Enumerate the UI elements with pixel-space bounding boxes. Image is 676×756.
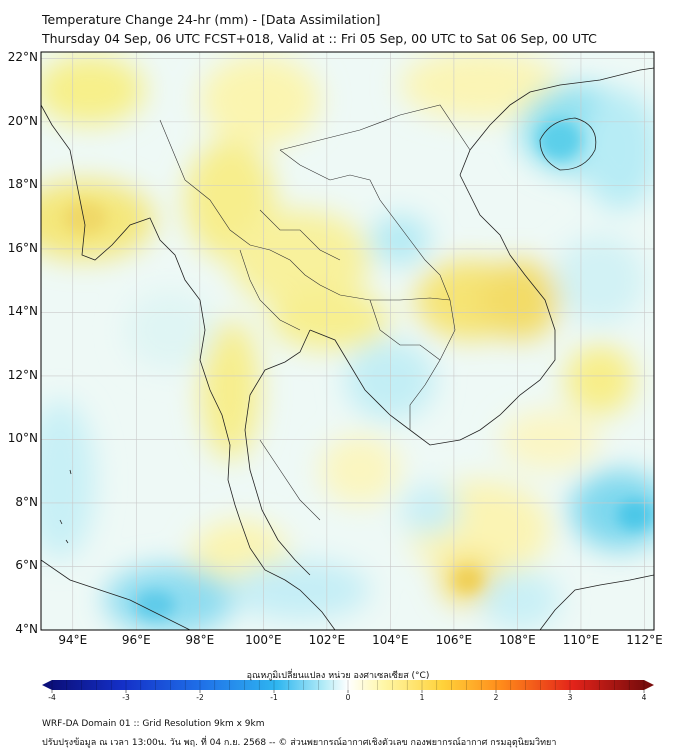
colorbar-tick-label: -2 bbox=[196, 693, 204, 702]
gridlines bbox=[41, 52, 654, 630]
colorbar-tick-label: -4 bbox=[48, 693, 56, 702]
lat-label: 16°N bbox=[7, 240, 38, 255]
lon-label: 102°E bbox=[308, 633, 346, 647]
lon-label: 110°E bbox=[562, 633, 600, 647]
lon-label: 112°E bbox=[626, 633, 663, 647]
lat-label: 20°N bbox=[7, 113, 38, 128]
lon-label: 100°E bbox=[245, 633, 282, 647]
colorbar-tick-label: 1 bbox=[419, 693, 425, 702]
lat-label: 6°N bbox=[15, 558, 38, 573]
lat-label: 10°N bbox=[7, 431, 38, 446]
lon-label: 106°E bbox=[435, 633, 473, 647]
lat-label: 8°N bbox=[15, 494, 38, 509]
colorbar-tick-label: -1 bbox=[270, 693, 278, 702]
field-layer bbox=[41, 52, 654, 630]
colorbar-tick-label: 3 bbox=[567, 693, 573, 702]
lon-label: 94°E bbox=[58, 633, 88, 647]
colorbar-title: อุณหภูมิเปลี่ยนแปลง หน่วย องศาเซลเซียส (… bbox=[246, 671, 430, 681]
colorbar-tick-label: 0 bbox=[345, 693, 351, 702]
map-title: Temperature Change 24-hr (mm) - [Data As… bbox=[42, 12, 381, 27]
lat-label: 12°N bbox=[7, 367, 38, 382]
lat-label: 18°N bbox=[7, 177, 38, 192]
lat-label: 4°N bbox=[15, 622, 38, 636]
lon-label: 104°E bbox=[372, 633, 409, 647]
lon-label: 108°E bbox=[499, 633, 536, 647]
coastlines bbox=[41, 67, 654, 630]
map-frame bbox=[40, 51, 655, 631]
lat-label: 14°N bbox=[7, 304, 38, 319]
colorbar bbox=[42, 680, 654, 693]
lat-label: 22°N bbox=[7, 50, 38, 65]
country-borders bbox=[159, 104, 471, 521]
map-subtitle: Thursday 04 Sep, 06 UTC FCST+018, Valid … bbox=[42, 31, 597, 46]
colorbar-tick-label: 4 bbox=[641, 693, 647, 702]
update-info: ปรับปรุงข้อมูล ณ เวลา 13:00น. วัน พฤ. ที… bbox=[42, 738, 557, 748]
lon-label: 98°E bbox=[185, 633, 215, 647]
model-info: WRF-DA Domain 01 :: Grid Resolution 9km … bbox=[42, 719, 265, 729]
lon-label: 96°E bbox=[121, 633, 151, 647]
colorbar-tick-label: -3 bbox=[122, 693, 130, 702]
colorbar-tick-label: 2 bbox=[493, 693, 499, 702]
